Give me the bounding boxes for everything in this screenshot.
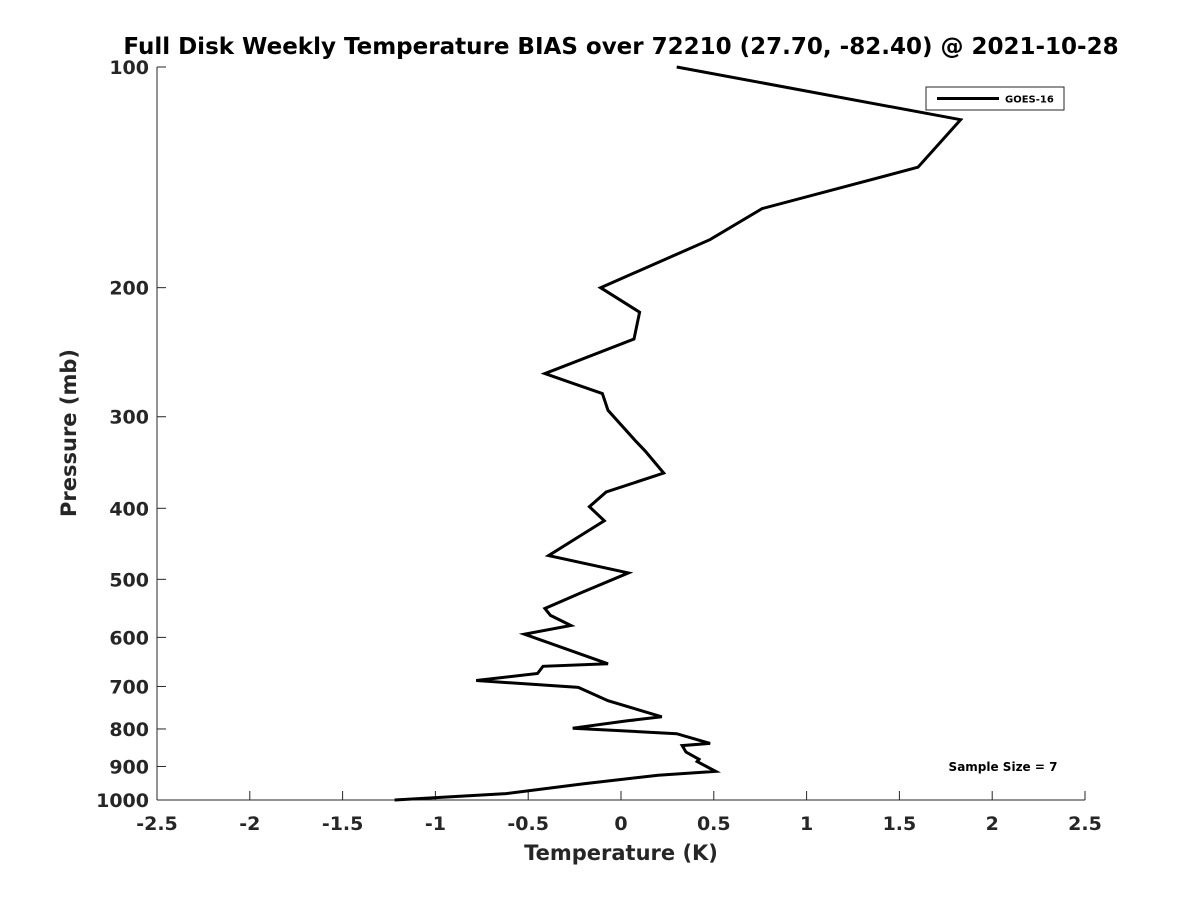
- y-tick-label: 900: [109, 756, 149, 778]
- x-tick-label: -1: [425, 813, 446, 835]
- y-axis-ticks: 100 200 300 400 500 600 700 800 900 1000: [96, 57, 166, 812]
- chart-title: Full Disk Weekly Temperature BIAS over 7…: [123, 34, 1118, 60]
- x-tick-label: -2.5: [136, 813, 178, 835]
- y-axis-label: Pressure (mb): [57, 349, 81, 517]
- y-tick-label: 100: [109, 57, 149, 79]
- y-tick-label: 500: [109, 569, 149, 591]
- sample-size-annotation: Sample Size = 7: [949, 760, 1058, 774]
- series-line-goes-16: [394, 65, 964, 802]
- x-tick-label: -2: [239, 813, 260, 835]
- y-tick-label: 1000: [96, 790, 149, 812]
- y-tick-label: 600: [109, 627, 149, 649]
- y-tick-label: 300: [109, 407, 149, 429]
- y-tick-label: 700: [109, 676, 149, 698]
- series-layer: [394, 65, 964, 802]
- y-tick-label: 800: [109, 719, 149, 741]
- plot-area: -2.5 -2 -1.5 -1 -0.5 0 0.5 1 1.5 2 2.5 100 200 300 40…: [96, 57, 1102, 835]
- x-axis-ticks: -2.5 -2 -1.5 -1 -0.5 0 0.5 1 1.5 2 2.5: [136, 791, 1102, 835]
- x-tick-label: 1: [800, 813, 813, 835]
- x-tick-label: 2.5: [1068, 813, 1102, 835]
- x-tick-label: -0.5: [507, 813, 549, 835]
- x-tick-label: 2: [986, 813, 999, 835]
- x-tick-label: 1.5: [883, 813, 917, 835]
- legend-entry-goes-16: GOES-16: [1005, 95, 1054, 106]
- y-tick-label: 400: [109, 498, 149, 520]
- y-tick-label: 200: [109, 278, 149, 300]
- x-tick-label: -1.5: [322, 813, 364, 835]
- x-tick-label: 0.5: [697, 813, 731, 835]
- x-axis-label: Temperature (K): [524, 841, 718, 865]
- x-tick-label: 0: [614, 813, 627, 835]
- legend: GOES-16: [925, 86, 1065, 111]
